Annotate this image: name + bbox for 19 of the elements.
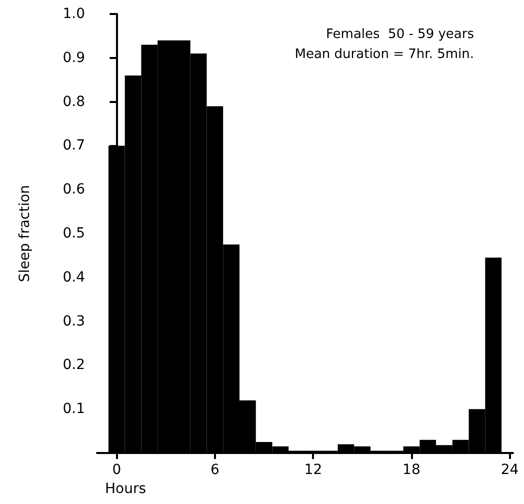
y-tick-label: 0.9 [62, 50, 85, 66]
y-tick-label: 0.7 [62, 138, 85, 154]
x-tick-label: 24 [500, 462, 519, 478]
x-tick-label: 12 [304, 462, 322, 478]
y-tick-label: 0.5 [62, 226, 85, 242]
y-tick-label: 0.1 [62, 401, 85, 418]
y-tick-label: 0.8 [62, 94, 85, 110]
annotation: Females 50 - 59 years [326, 27, 474, 42]
x-tick-label: 18 [402, 462, 420, 478]
x-axis-title: Hours [105, 481, 146, 497]
y-tick-label: 0.2 [62, 357, 85, 374]
x-tick-label: 6 [210, 462, 220, 478]
x-tick-label: 0 [112, 462, 122, 478]
y-tick-label: 1.0 [62, 6, 85, 22]
y-axis-title: Sleep fraction [17, 184, 33, 282]
y-tick-label: 0.6 [62, 182, 86, 198]
y-tick-label: 0.4 [62, 269, 86, 286]
y-tick-label: 0.3 [62, 313, 85, 330]
annotation: Mean duration = 7hr. 5min. [294, 47, 474, 62]
